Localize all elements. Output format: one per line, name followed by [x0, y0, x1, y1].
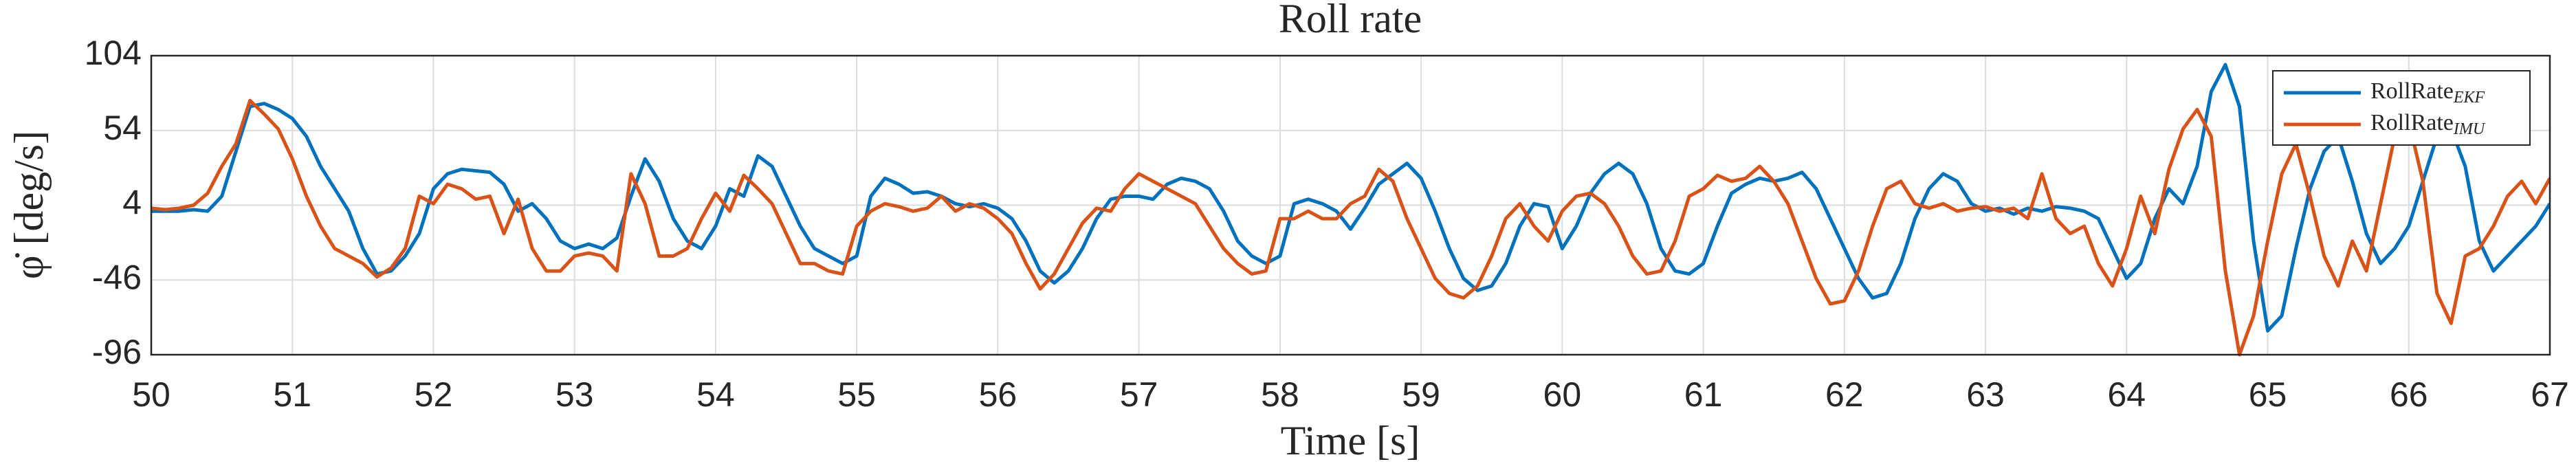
x-tick-label: 54: [696, 375, 735, 414]
x-tick-label: 56: [979, 375, 1017, 414]
x-tick-label: 64: [2107, 375, 2146, 414]
legend-label: RollRateEKF: [2370, 78, 2485, 107]
y-tick-label: 54: [103, 109, 142, 147]
x-tick-label: 59: [1402, 375, 1440, 414]
x-tick-label: 52: [415, 375, 453, 414]
legend-subscript: EKF: [2453, 89, 2485, 107]
x-axis-label: Time [s]: [1281, 418, 1420, 463]
y-tick-label: 4: [122, 184, 142, 222]
legend-box: [2272, 70, 2531, 146]
x-tick-label: 62: [1825, 375, 1864, 414]
plot-frame: [150, 54, 2551, 356]
x-tick-label: 61: [1684, 375, 1723, 414]
x-tick-label: 58: [1261, 375, 1299, 414]
legend-name: RollRate: [2370, 110, 2454, 135]
y-tick-label: -96: [92, 333, 142, 371]
x-tick-label: 51: [273, 375, 311, 414]
x-tick-label: 65: [2249, 375, 2287, 414]
y-tick-label: -46: [92, 258, 142, 296]
legend-name: RollRate: [2370, 78, 2454, 104]
y-axis-label: φ̇ [deg/s]: [6, 131, 52, 279]
y-tick-label: 104: [85, 34, 142, 72]
data-line: [151, 98, 2550, 357]
x-tick-label: 57: [1120, 375, 1158, 414]
x-tick-label: 60: [1543, 375, 1582, 414]
x-tick-label: 53: [555, 375, 594, 414]
x-tick-label: 55: [837, 375, 876, 414]
data-line: [151, 63, 2550, 333]
chart-title: Roll rate: [1279, 0, 1422, 41]
x-tick-label: 66: [2390, 375, 2428, 414]
x-tick-label: 50: [132, 375, 170, 414]
x-tick-label: 67: [2531, 375, 2569, 414]
x-tick-label: 63: [1966, 375, 2005, 414]
legend-label: RollRateIMU: [2370, 110, 2486, 138]
legend-subscript: IMU: [2453, 120, 2486, 138]
